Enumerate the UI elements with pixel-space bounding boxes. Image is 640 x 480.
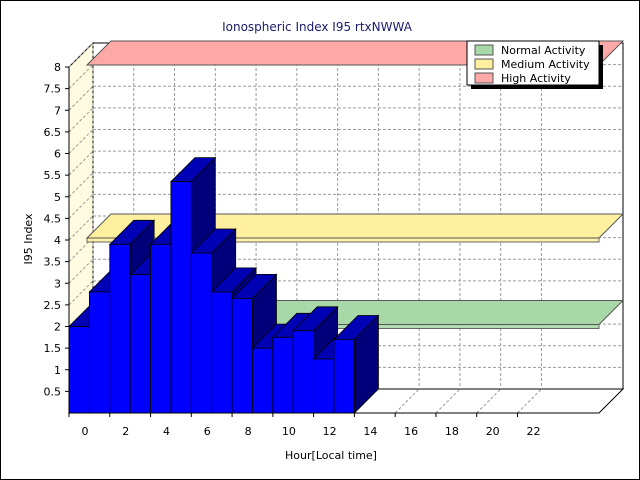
- bar-hour-13: [333, 314, 380, 414]
- y-tick-label: 4.5: [44, 212, 62, 225]
- grid-line-left-wall: [68, 42, 94, 68]
- y-tick-label: 0.5: [44, 385, 62, 398]
- bar-front: [231, 297, 253, 414]
- grid-line-left-wall: [68, 129, 94, 154]
- bar-front: [109, 243, 131, 414]
- legend-swatch: [474, 44, 494, 56]
- bar-front: [333, 339, 355, 414]
- bar-front: [211, 291, 233, 414]
- x-tick-label: 4: [163, 425, 170, 438]
- y-axis-label: I95 Index: [22, 213, 35, 265]
- legend-label: Normal Activity: [501, 44, 586, 57]
- grid-line-left-wall: [68, 258, 94, 284]
- bar-front: [88, 291, 111, 414]
- bar-front: [129, 274, 151, 414]
- y-axis-ticks: 0.5 1 1.5 2 2.5 3 3.5 4 4.5 5 5.5 6 6.5 7 7.5 8: [44, 61, 69, 398]
- grid-line-floor: [517, 388, 542, 414]
- bar-front: [170, 181, 192, 414]
- y-tick-label: 5.5: [44, 169, 62, 182]
- y-tick-label: 7.5: [44, 83, 62, 96]
- x-tick-label: 2: [122, 425, 129, 438]
- y-tick-label: 6: [54, 148, 61, 161]
- y-tick-label: 4: [54, 234, 61, 247]
- grid-line-left-wall: [68, 64, 94, 89]
- x-axis-ticks: 0 2 4 6 8 10 12 14 16 18 20 22: [68, 413, 540, 438]
- grid-line-left-wall: [68, 194, 94, 219]
- grid-line-left-wall: [68, 150, 94, 176]
- grid-line-left-wall: [68, 107, 94, 133]
- x-tick-label: 0: [82, 425, 89, 438]
- y-tick-label: 6.5: [44, 126, 62, 139]
- grid-line-left-wall: [68, 215, 94, 241]
- x-tick-label: 22: [526, 425, 540, 438]
- grid-line-floor: [476, 388, 502, 414]
- bar-series: [68, 67, 599, 414]
- legend-label: Medium Activity: [501, 58, 590, 71]
- x-tick-label: 16: [404, 425, 418, 438]
- bar-front: [150, 243, 172, 414]
- y-tick-label: 2.5: [44, 299, 62, 312]
- y-tick-label: 5: [54, 191, 61, 204]
- x-tick-label: 10: [282, 425, 296, 438]
- bar-front: [272, 336, 294, 414]
- bar-front: [68, 326, 90, 414]
- y-tick-label: 1.5: [44, 342, 62, 355]
- legend-label: High Activity: [501, 72, 571, 85]
- legend-swatch: [474, 58, 494, 70]
- x-tick-label: 6: [204, 425, 211, 438]
- bar-front: [313, 358, 335, 414]
- y-tick-label: 1: [54, 364, 61, 377]
- bar-front: [190, 252, 213, 414]
- x-axis-label: Hour[Local time]: [285, 449, 377, 462]
- x-tick-label: 8: [245, 425, 252, 438]
- grid-line-left-wall: [68, 172, 94, 198]
- x-tick-label: 14: [363, 425, 377, 438]
- grid-line-floor: [394, 388, 420, 414]
- x-tick-label: 20: [486, 425, 500, 438]
- chart-title: Ionospheric Index I95 rtxNWWA: [222, 20, 413, 34]
- grid-line-left-wall: [68, 237, 94, 262]
- x-tick-label: 12: [323, 425, 337, 438]
- y-tick-label: 3.5: [44, 256, 62, 269]
- bar-front: [292, 330, 315, 414]
- y-tick-label: 2: [54, 321, 61, 334]
- grid-line-floor: [435, 388, 461, 414]
- grid-line-left-wall: [68, 280, 94, 306]
- x-tick-label: 18: [445, 425, 459, 438]
- grid-line-left-wall: [68, 85, 94, 111]
- y-tick-label: 8: [54, 61, 61, 74]
- y-tick-label: 3: [54, 277, 61, 290]
- legend-swatch: [474, 72, 494, 84]
- y-tick-label: 7: [54, 104, 61, 117]
- bar-front: [252, 347, 274, 414]
